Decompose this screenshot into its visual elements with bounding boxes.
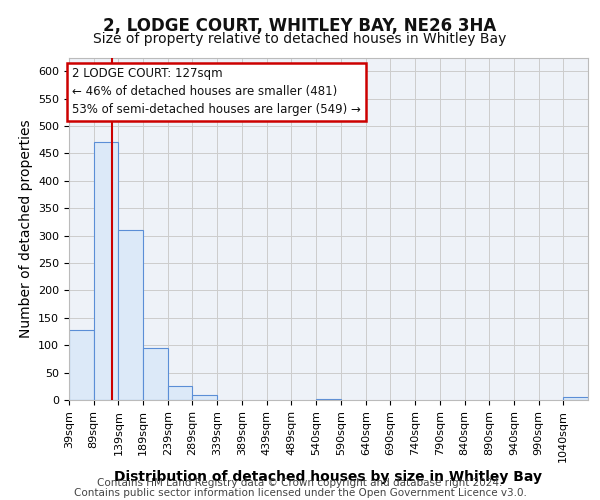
- Bar: [143, 348, 168, 400]
- Bar: [168, 386, 193, 400]
- Bar: [563, 398, 588, 400]
- Text: Size of property relative to detached houses in Whitley Bay: Size of property relative to detached ho…: [94, 32, 506, 46]
- Bar: [69, 330, 94, 400]
- Text: 2 LODGE COURT: 127sqm
← 46% of detached houses are smaller (481)
53% of semi-det: 2 LODGE COURT: 127sqm ← 46% of detached …: [72, 68, 361, 116]
- Text: Contains public sector information licensed under the Open Government Licence v3: Contains public sector information licen…: [74, 488, 526, 498]
- Bar: [94, 142, 118, 400]
- Bar: [118, 230, 143, 400]
- Text: 2, LODGE COURT, WHITLEY BAY, NE26 3HA: 2, LODGE COURT, WHITLEY BAY, NE26 3HA: [103, 18, 497, 36]
- Y-axis label: Number of detached properties: Number of detached properties: [19, 120, 32, 338]
- X-axis label: Distribution of detached houses by size in Whitley Bay: Distribution of detached houses by size …: [115, 470, 542, 484]
- Bar: [193, 394, 217, 400]
- Bar: [316, 399, 341, 400]
- Text: Contains HM Land Registry data © Crown copyright and database right 2024.: Contains HM Land Registry data © Crown c…: [97, 478, 503, 488]
